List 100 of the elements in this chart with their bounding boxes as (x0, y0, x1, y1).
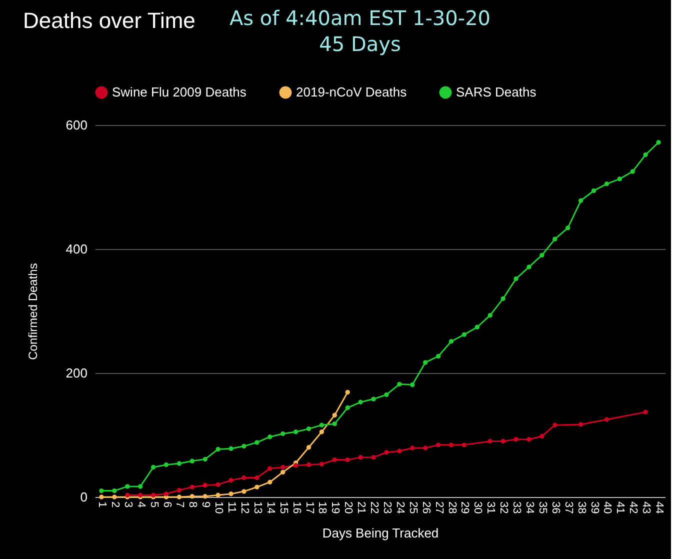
x-tick-label: 10 (212, 502, 225, 514)
point (280, 470, 286, 475)
x-tick-label: 23 (380, 502, 393, 514)
point (436, 354, 441, 359)
point (319, 430, 324, 434)
point (540, 252, 544, 258)
x-tick-label: 40 (601, 502, 614, 514)
point (332, 422, 338, 426)
legend-label: SARS Deaths (456, 84, 537, 100)
x-tick-label: 6 (160, 502, 173, 508)
point (112, 494, 117, 500)
point (112, 488, 117, 494)
point (448, 442, 454, 448)
point (643, 410, 648, 414)
point (514, 437, 518, 442)
point (565, 226, 570, 230)
x-tick-label: 43 (640, 502, 652, 514)
point (332, 457, 338, 462)
x-tick-label: 37 (562, 502, 574, 514)
point (526, 264, 532, 270)
point (280, 464, 286, 470)
point (176, 461, 182, 466)
point (164, 492, 169, 496)
x-tick-label: 5 (148, 502, 160, 508)
point (345, 457, 350, 462)
x-tick-label: 25 (406, 502, 419, 514)
point (319, 462, 324, 466)
point (164, 462, 169, 468)
point (526, 437, 532, 442)
point (552, 422, 558, 428)
x-tick-label: 29 (458, 502, 471, 514)
point (578, 198, 584, 203)
point (176, 494, 182, 500)
point (280, 431, 286, 436)
point (242, 475, 246, 480)
point (345, 405, 350, 410)
point (254, 440, 260, 445)
x-tick-label: 41 (614, 502, 626, 514)
point (216, 482, 220, 487)
x-tick-label: 9 (200, 502, 212, 508)
point (268, 466, 272, 471)
point (474, 324, 480, 330)
point (293, 463, 298, 468)
x-tick-label: 32 (498, 502, 510, 514)
x-tick-label: 18 (316, 502, 328, 514)
x-tick-label: 30 (472, 502, 484, 514)
x-tick-label: 15 (277, 502, 290, 514)
x-tick-label: 2 (108, 502, 121, 508)
x-tick-label: 36 (549, 502, 562, 514)
point (306, 445, 312, 450)
point (371, 396, 376, 402)
x-tick-label: 11 (226, 502, 238, 513)
point (397, 448, 402, 454)
point (500, 438, 506, 444)
point (216, 446, 220, 452)
y-tick-label: 400 (66, 242, 88, 256)
point (293, 430, 298, 434)
point (540, 434, 544, 439)
point (397, 382, 402, 386)
point (242, 489, 246, 494)
point (190, 458, 195, 464)
point (202, 456, 208, 462)
point (332, 412, 338, 418)
point (358, 400, 363, 404)
point (268, 480, 272, 484)
x-tick-label: 12 (238, 502, 250, 514)
x-tick-label: 19 (329, 502, 342, 514)
point (604, 182, 610, 186)
point (99, 494, 104, 500)
point (462, 442, 467, 448)
y-axis-title: Confirmed Deaths (26, 263, 40, 360)
point (630, 169, 635, 174)
point (254, 475, 260, 480)
x-tick-label: 26 (420, 502, 432, 514)
chart-title: Deaths over Time (23, 8, 196, 33)
point (422, 360, 428, 365)
point (488, 313, 492, 318)
x-tick-label: 4 (134, 502, 147, 508)
x-tick-label: 35 (536, 502, 548, 514)
x-tick-label: 17 (303, 502, 316, 514)
x-tick-label: 34 (523, 502, 536, 514)
point (514, 276, 518, 282)
point (242, 444, 246, 448)
x-tick-label: 3 (122, 502, 134, 508)
point (436, 442, 441, 448)
point (358, 454, 363, 460)
x-tick-label: 16 (290, 502, 302, 514)
point (345, 390, 350, 395)
point (228, 478, 234, 483)
x-tick-label: 31 (484, 502, 497, 514)
y-tick-label: 0 (80, 490, 88, 504)
x-tick-label: 13 (251, 502, 264, 514)
y-tick-label: 600 (66, 118, 88, 132)
chart-subtitle: As of 4:40am EST 1-30-20 45 Days (229, 6, 491, 56)
x-tick-label: 14 (264, 502, 276, 514)
point (254, 484, 260, 490)
x-tick-label: 28 (446, 502, 458, 514)
point (384, 392, 389, 398)
point (604, 417, 610, 422)
point (216, 492, 220, 498)
